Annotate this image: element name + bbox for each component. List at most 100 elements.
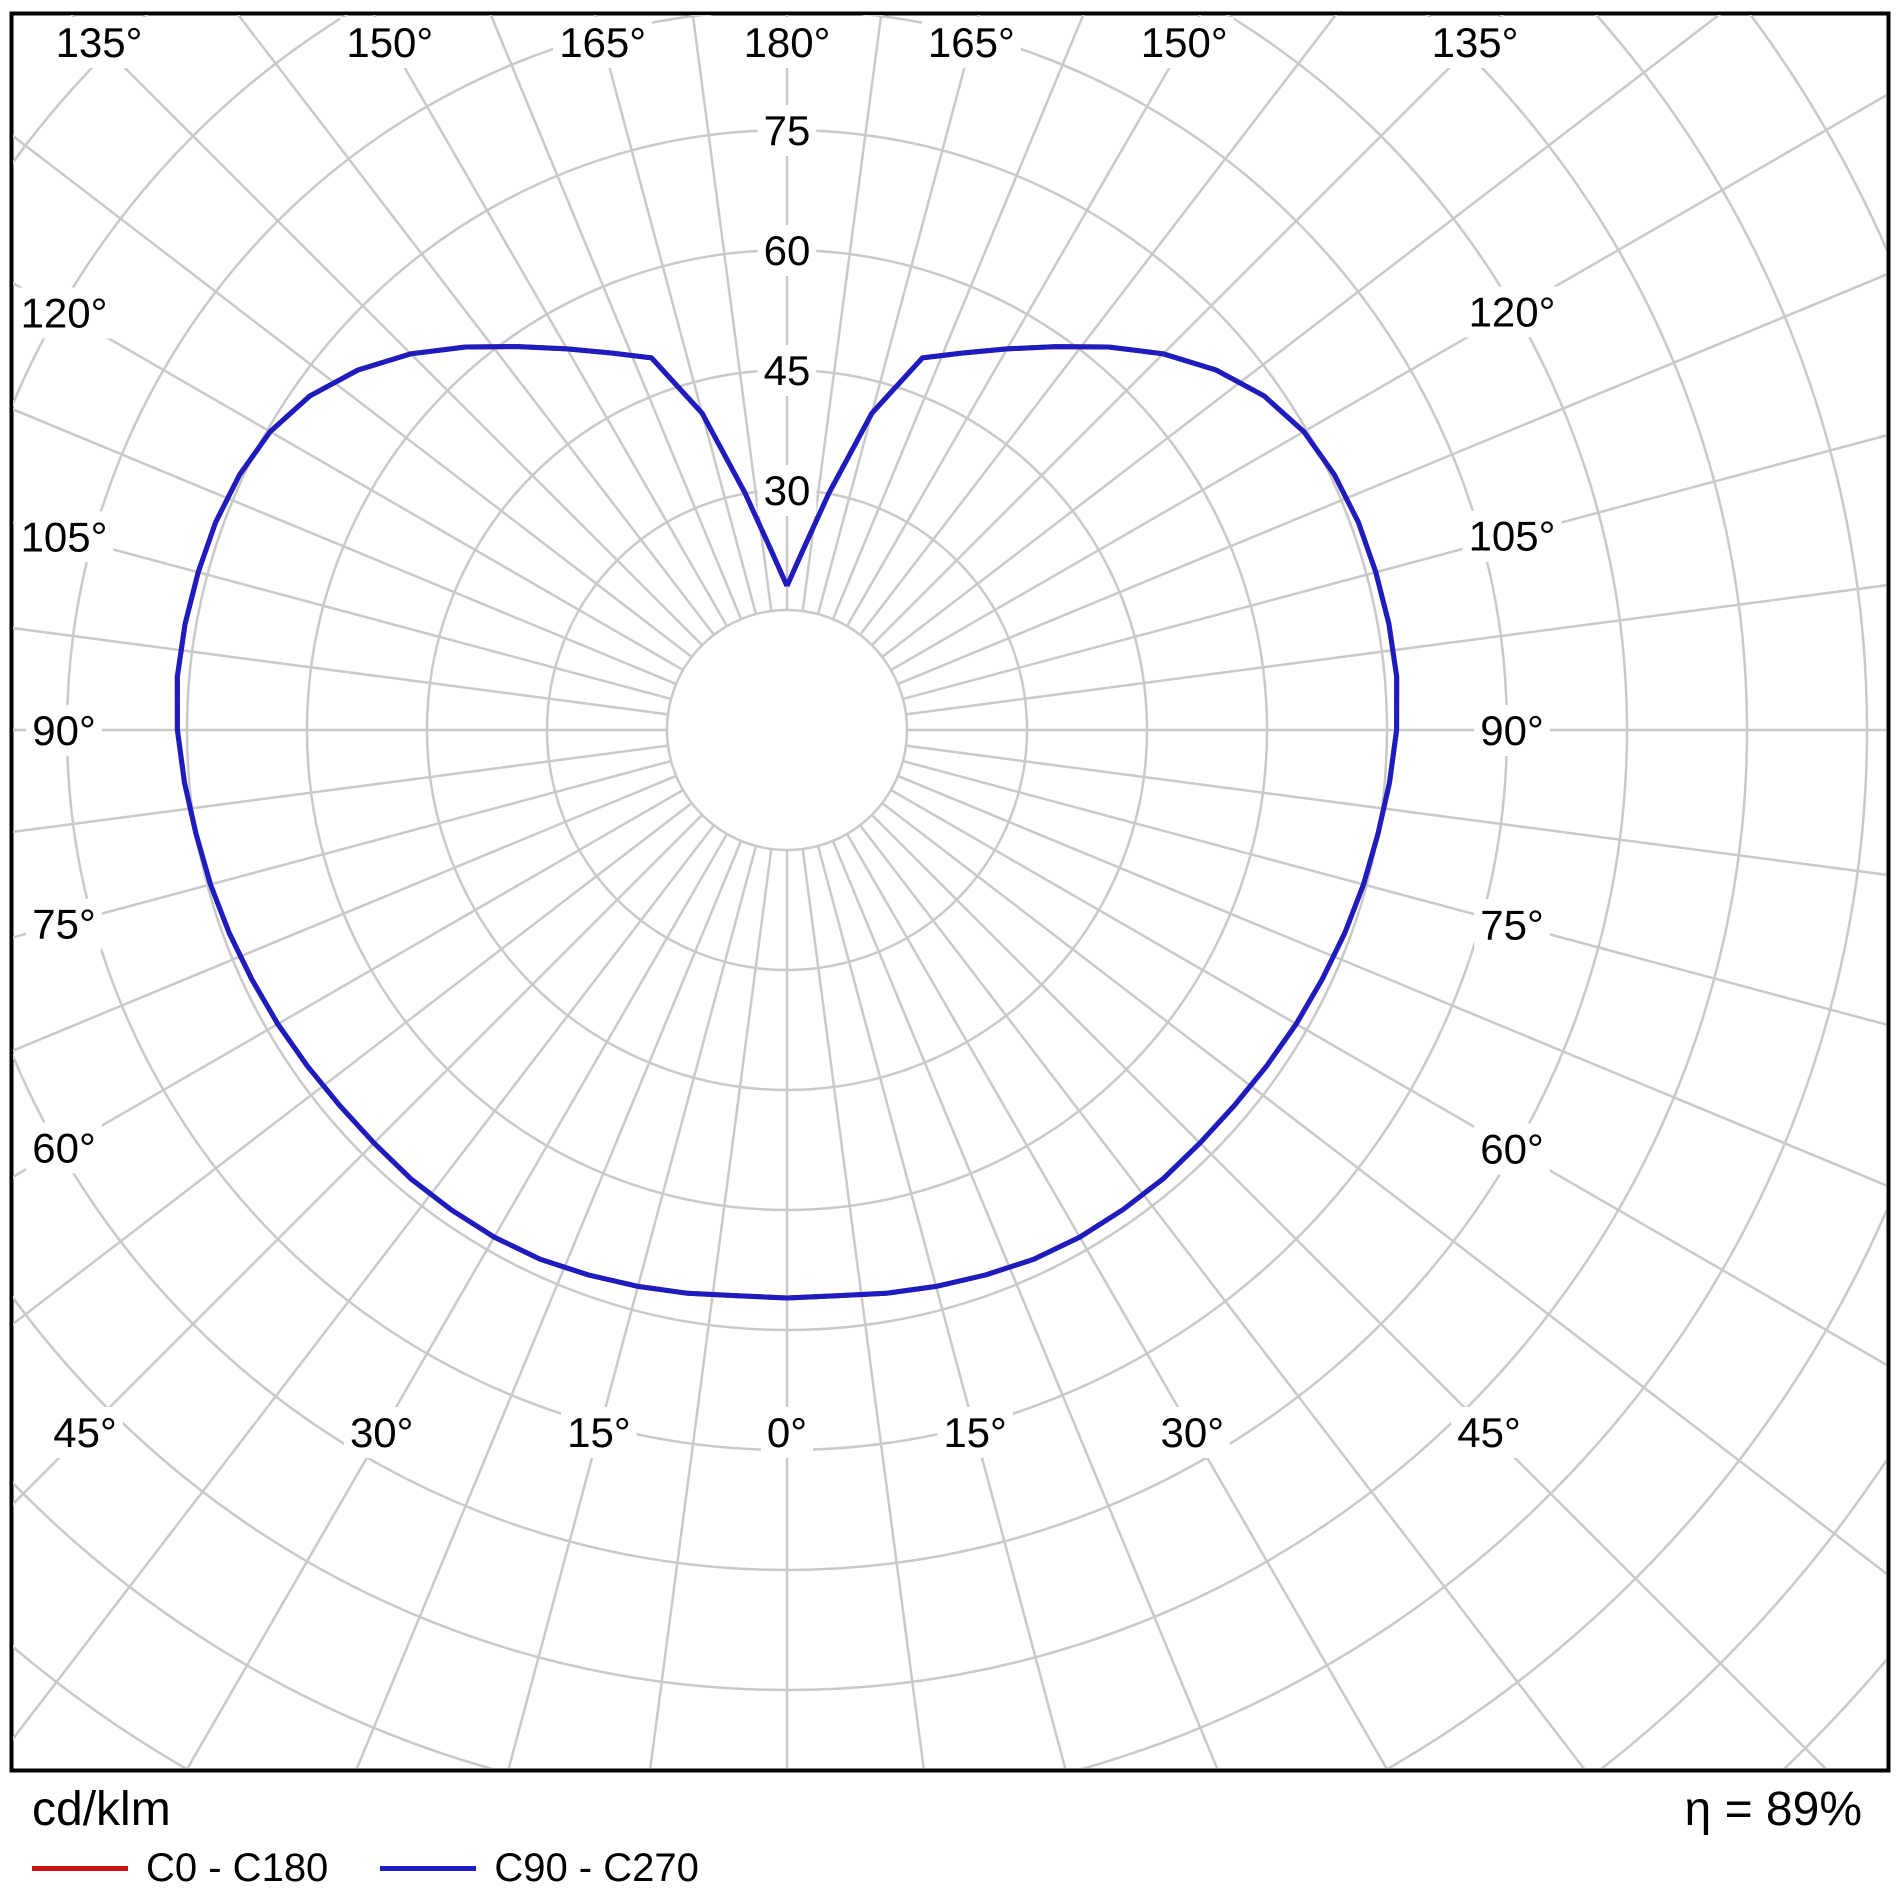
label-backdrop — [49, 17, 149, 68]
angle-label: 180° — [744, 19, 831, 66]
angle-label: 75° — [1480, 901, 1544, 948]
grid-spoke — [905, 584, 1886, 716]
label-backdrop — [757, 345, 817, 396]
grid-spoke — [236, 15, 715, 636]
grid-spoke — [70, 15, 704, 647]
grid-spoke — [13, 521, 672, 701]
angle-label: 105° — [21, 513, 108, 560]
grid-spoke — [881, 15, 1721, 658]
angle-label: 30° — [350, 1409, 414, 1456]
angle-label: 135° — [1432, 19, 1519, 66]
ring-label: 30 — [764, 467, 811, 514]
label-backdrop — [14, 511, 114, 563]
legend-line-red — [32, 1866, 128, 1871]
grid-spoke — [816, 15, 980, 615]
legend-item-c0-c180: C0 - C180 — [32, 1846, 328, 1891]
grid-spoke — [507, 845, 758, 1768]
ring-label: 75 — [764, 107, 811, 154]
label-backdrop — [921, 17, 1021, 68]
label-backdrop — [26, 1122, 102, 1174]
angle-label: 90° — [32, 707, 96, 754]
grid-spoke — [13, 759, 672, 939]
grid-spoke — [649, 848, 773, 1768]
label-backdrop — [26, 898, 102, 950]
grid-spoke — [845, 833, 1388, 1768]
label-backdrop — [1425, 17, 1525, 68]
label-backdrop — [937, 1407, 1013, 1458]
ring-label: 60 — [764, 227, 811, 274]
grid-spoke — [902, 759, 1886, 1026]
angle-label: 165° — [928, 19, 1015, 66]
angle-label: 165° — [559, 19, 646, 66]
angle-label: 15° — [567, 1409, 631, 1456]
efficiency-label: η = 89% — [1684, 1783, 1862, 1836]
angle-label: 60° — [1480, 1126, 1544, 1173]
label-backdrop — [1462, 286, 1562, 338]
angle-label: 45° — [53, 1409, 117, 1456]
grid-spoke — [870, 15, 1504, 647]
angle-label: 135° — [56, 19, 143, 66]
label-backdrop — [343, 1407, 420, 1458]
grid-spoke — [816, 845, 1067, 1768]
label-backdrop — [1154, 1407, 1231, 1458]
grid-spoke — [902, 434, 1886, 701]
legend-line-blue — [380, 1866, 477, 1871]
grid-spoke — [801, 848, 925, 1768]
grid-spoke — [13, 626, 669, 716]
label-backdrop — [1474, 1123, 1550, 1175]
label-backdrop — [760, 1407, 814, 1458]
label-backdrop — [26, 705, 102, 756]
intensity-curve-c90-c270 — [174, 344, 1400, 1301]
ring-label: 45 — [764, 347, 811, 394]
label-backdrop — [47, 1407, 123, 1458]
grid-spoke — [13, 802, 693, 1326]
angle-label: 15° — [943, 1409, 1007, 1456]
grid-spoke — [13, 408, 677, 686]
grid-spoke — [13, 824, 715, 1741]
label-backdrop — [757, 225, 817, 276]
label-backdrop — [1134, 17, 1234, 68]
grid-spoke — [870, 813, 1827, 1768]
label-backdrop — [757, 105, 817, 156]
grid-spoke — [13, 774, 677, 1052]
grid-spoke — [13, 813, 704, 1506]
angle-label: 120° — [21, 290, 108, 337]
angle-label: 120° — [1469, 288, 1556, 335]
grid-spoke — [13, 744, 669, 834]
label-backdrop — [737, 17, 837, 68]
grid-spoke — [881, 802, 1886, 1575]
angle-label: 60° — [32, 1124, 96, 1171]
angle-label: 105° — [1469, 513, 1556, 560]
grid-spoke — [372, 15, 729, 627]
angle-label: 90° — [1480, 707, 1544, 754]
grid-spoke — [355, 840, 743, 1768]
grid-spoke — [594, 15, 758, 615]
grid-spoke — [897, 774, 1886, 1187]
angle-label: 150° — [346, 19, 433, 66]
grid-spoke — [831, 15, 1085, 620]
label-backdrop — [1462, 510, 1562, 562]
legend-label-c0-c180: C0 - C180 — [146, 1846, 329, 1890]
legend-label-c90-c270: C90 - C270 — [494, 1846, 699, 1890]
legend: C0 - C180 C90 - C270 — [32, 1846, 699, 1891]
label-backdrop — [1474, 705, 1550, 756]
angle-label: 45° — [1457, 1409, 1521, 1456]
label-backdrop — [1451, 1407, 1527, 1458]
grid-spoke — [859, 15, 1338, 636]
unit-label: cd/klm — [32, 1783, 171, 1836]
label-backdrop — [340, 17, 440, 68]
angle-label: 0° — [767, 1409, 807, 1456]
grid-spoke — [897, 273, 1886, 686]
label-backdrop — [553, 17, 653, 68]
grid-spoke — [13, 134, 693, 658]
grid-spoke — [489, 15, 743, 620]
angle-label: 150° — [1141, 19, 1228, 66]
grid-spoke — [905, 744, 1886, 876]
grid-spoke — [845, 15, 1202, 627]
grid-spoke — [859, 824, 1586, 1768]
grid-spoke — [186, 833, 729, 1768]
legend-item-c90-c270: C90 - C270 — [380, 1846, 699, 1891]
grid-spoke — [691, 15, 773, 612]
label-backdrop — [14, 287, 114, 339]
